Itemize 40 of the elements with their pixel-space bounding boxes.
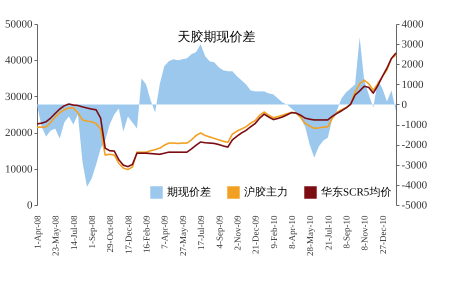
x-tick-label: 29-Oct-08 — [105, 215, 116, 252]
y2-tick-label: -3000 — [402, 159, 428, 172]
y2-tick-label: -4000 — [402, 179, 428, 192]
x-tick-label: 17-Jul-09 — [196, 215, 206, 250]
y2-tick-label: 0 — [402, 98, 408, 111]
y2-tick-label: -1000 — [402, 119, 428, 132]
x-tick-label: 8-Sep-10 — [342, 215, 352, 248]
y-tick-label: 10000 — [5, 163, 33, 176]
y2-tick-label: -2000 — [402, 139, 428, 152]
x-tick-label: 28-May-10 — [305, 215, 316, 256]
y-tick-label: 0 — [27, 200, 33, 212]
x-tick-label: 27-May-09 — [178, 215, 188, 256]
chart-title: 天胶期现价差 — [178, 29, 256, 44]
x-tick-label: 8-Apr-10 — [286, 215, 297, 249]
x-tick-label: 21-Dec-09 — [250, 215, 261, 254]
y2-tick-label: 3000 — [402, 38, 424, 51]
legend-label: 沪胶主力 — [244, 186, 288, 199]
x-tick-label: 21-Jul-10 — [323, 215, 334, 250]
y-tick-label: 50000 — [5, 18, 33, 30]
x-tick-label: 2-Nov-09 — [232, 215, 242, 250]
x-tick-label: 17-Dec-08 — [123, 215, 134, 254]
x-tick-label: 7-Apr-09 — [160, 215, 170, 249]
y2-tick-label: 4000 — [402, 18, 424, 30]
x-tick-label: 14-Jul-08 — [68, 215, 79, 250]
x-tick-label: 27-Dec-10 — [378, 215, 388, 254]
x-tick-label: 16-Feb-09 — [142, 215, 152, 253]
y2-tick-label: -5000 — [402, 200, 428, 212]
x-tick-label: 4-Sep-09 — [214, 215, 224, 248]
y2-tick-label: 1000 — [402, 78, 424, 91]
x-tick-label: 1-Apr-08 — [32, 215, 42, 249]
y-tick-label: 20000 — [5, 127, 33, 140]
legend-label: 期现价差 — [167, 186, 211, 199]
y-tick-label: 30000 — [5, 90, 33, 103]
y-tick-label: 40000 — [5, 54, 33, 67]
x-tick-label: 9-Feb-10 — [268, 215, 279, 248]
x-tick-label: 8-Nov-10 — [360, 215, 370, 250]
x-tick-label: 1-Sep-08 — [87, 215, 98, 248]
y2-tick-label: 2000 — [402, 58, 424, 71]
legend-label: 华东SCR5均价 — [321, 186, 392, 199]
x-tick-label: 23-May-08 — [50, 215, 61, 256]
